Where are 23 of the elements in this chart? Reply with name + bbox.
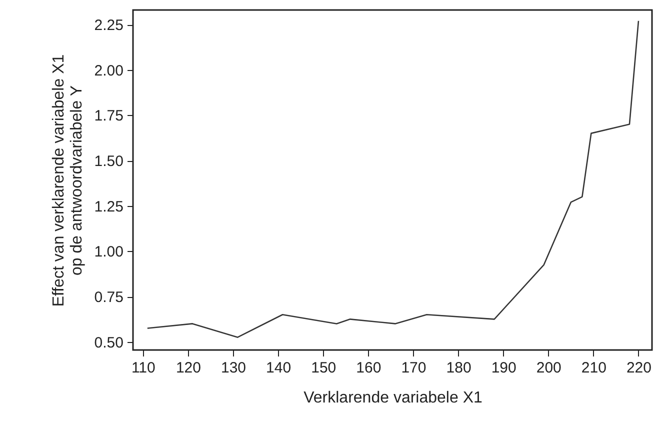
- y-tick-label: 1.75: [94, 108, 124, 125]
- x-tick-label: 170: [401, 360, 426, 376]
- x-tick-label: 200: [536, 360, 562, 376]
- x-tick-label: 210: [581, 360, 606, 376]
- y-tick-label: 2.00: [94, 62, 124, 80]
- x-tick-label: 160: [356, 360, 382, 376]
- y-axis-title: Effect van verklarende variabele X1 op de antwoordvariabele Y: [50, 54, 86, 307]
- x-tick-label: 190: [491, 360, 516, 376]
- x-tick-label: 140: [266, 360, 292, 376]
- y-tick-label: 1.00: [94, 244, 124, 261]
- x-tick-label: 110: [131, 360, 156, 376]
- line-series: [146, 20, 640, 338]
- x-tick-label: 150: [311, 360, 336, 376]
- x-tick-label: 220: [626, 360, 652, 376]
- y-tick-label: 0.50: [94, 334, 124, 352]
- y-tick-label: 0.75: [94, 289, 124, 306]
- y-tick-label: 2.25: [94, 17, 124, 34]
- x-tick-label: 130: [221, 360, 246, 376]
- y-tick-label: 1.25: [94, 198, 124, 216]
- x-tick-label: 120: [176, 360, 201, 376]
- x-axis-title: Verklarende variabele X1: [304, 390, 482, 406]
- x-tick-label: 180: [446, 360, 472, 376]
- y-tick-label: 1.50: [94, 153, 124, 170]
